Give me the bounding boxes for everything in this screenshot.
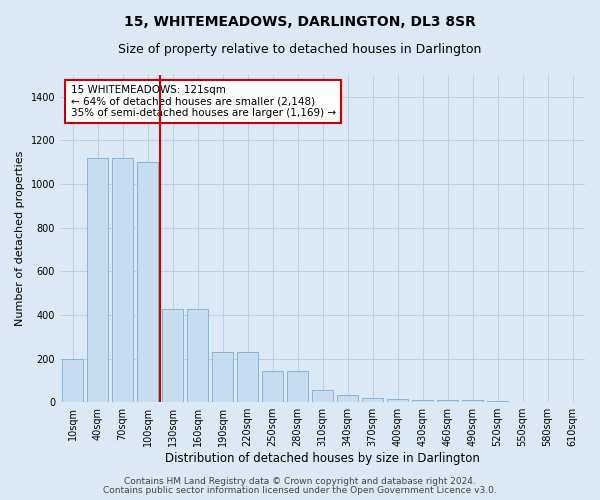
- Bar: [412, 400, 433, 402]
- Bar: [387, 399, 408, 402]
- Bar: [212, 352, 233, 402]
- Bar: [112, 158, 133, 402]
- Bar: [237, 352, 258, 402]
- Bar: [162, 310, 183, 402]
- Bar: [312, 390, 333, 402]
- Y-axis label: Number of detached properties: Number of detached properties: [15, 151, 25, 326]
- Bar: [137, 162, 158, 402]
- Text: Size of property relative to detached houses in Darlington: Size of property relative to detached ho…: [118, 42, 482, 56]
- Bar: [287, 370, 308, 402]
- Text: 15 WHITEMEADOWS: 121sqm
← 64% of detached houses are smaller (2,148)
35% of semi: 15 WHITEMEADOWS: 121sqm ← 64% of detache…: [71, 85, 335, 118]
- Text: 15, WHITEMEADOWS, DARLINGTON, DL3 8SR: 15, WHITEMEADOWS, DARLINGTON, DL3 8SR: [124, 15, 476, 29]
- Bar: [487, 401, 508, 402]
- Bar: [187, 310, 208, 402]
- Bar: [262, 370, 283, 402]
- Text: Contains HM Land Registry data © Crown copyright and database right 2024.: Contains HM Land Registry data © Crown c…: [124, 477, 476, 486]
- Bar: [87, 158, 108, 402]
- Bar: [437, 400, 458, 402]
- Bar: [462, 400, 483, 402]
- Text: Contains public sector information licensed under the Open Government Licence v3: Contains public sector information licen…: [103, 486, 497, 495]
- Bar: [62, 358, 83, 402]
- X-axis label: Distribution of detached houses by size in Darlington: Distribution of detached houses by size …: [165, 452, 480, 465]
- Bar: [337, 394, 358, 402]
- Bar: [362, 398, 383, 402]
